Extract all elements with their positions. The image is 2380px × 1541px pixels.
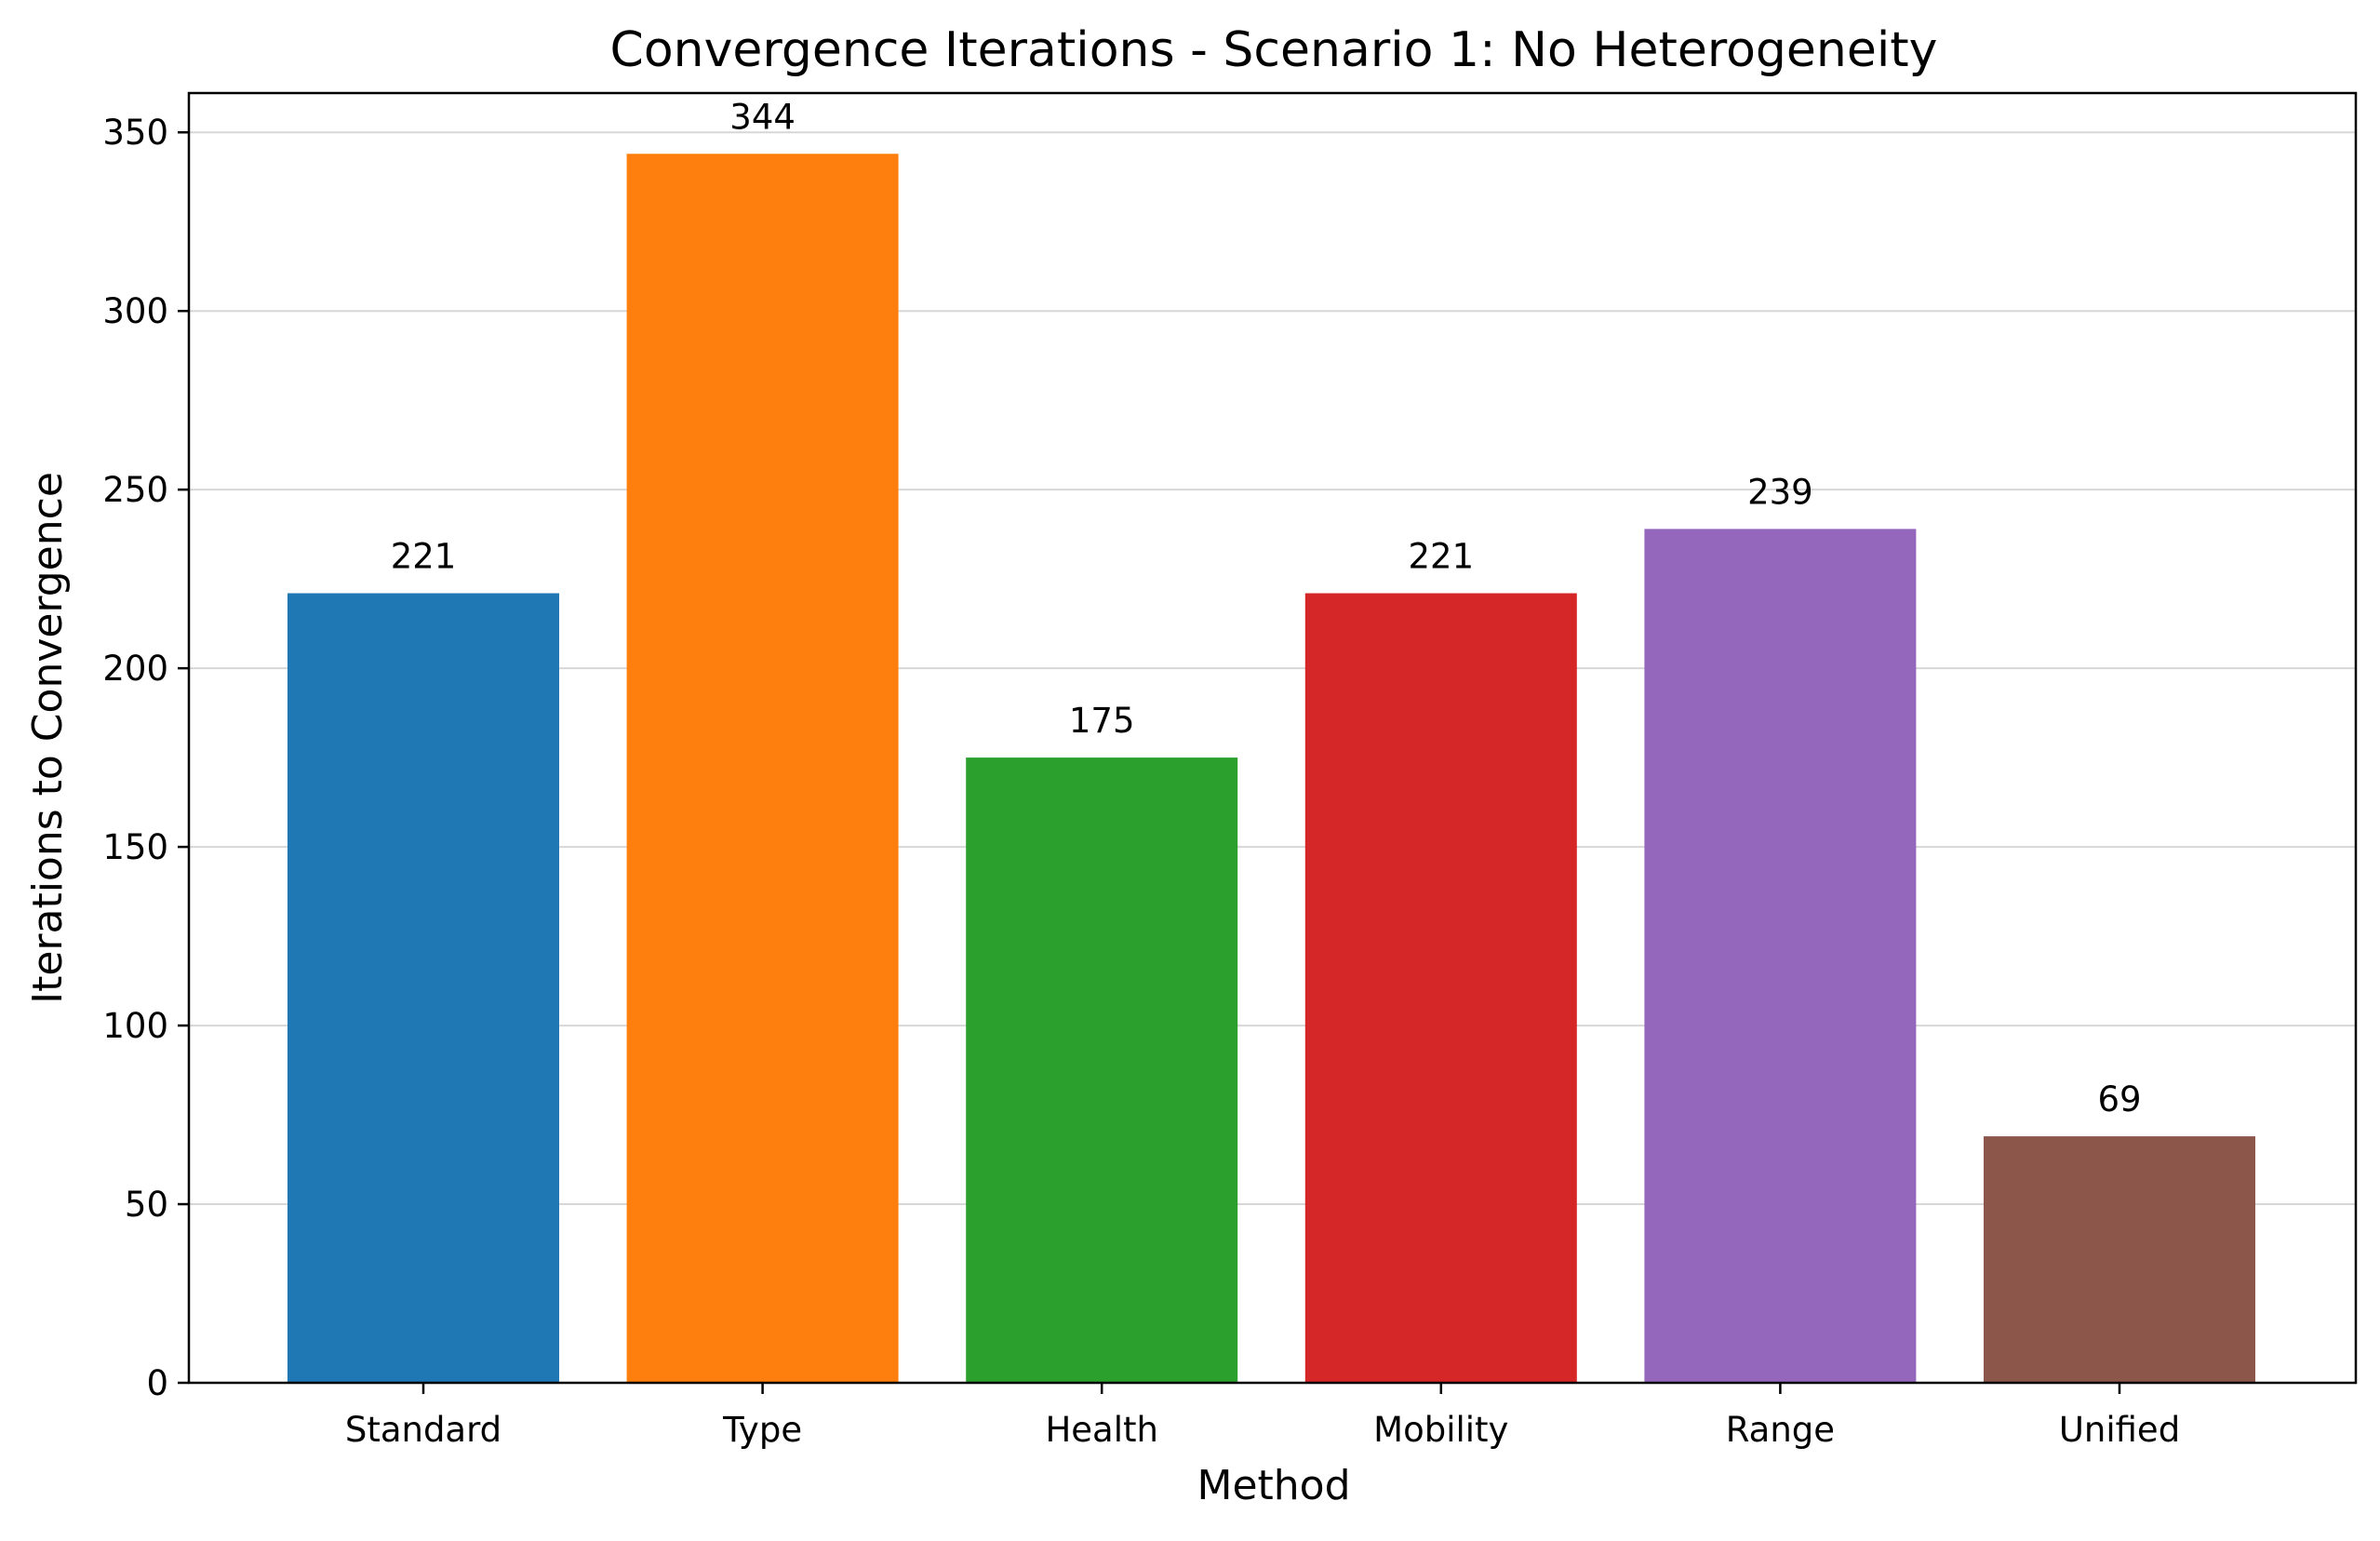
bar-value-label: 344 (729, 97, 796, 137)
y-tick-label: 0 (146, 1363, 168, 1403)
y-tick-label: 200 (102, 649, 168, 689)
x-axis-ticks: Standard Type Health Mobility Range Unified (345, 1383, 2180, 1450)
x-axis-label: Method (1197, 1462, 1350, 1509)
x-tick-label: Range (1726, 1410, 1835, 1450)
plot-frame (187, 91, 2358, 1385)
x-tick-label: Unified (2059, 1410, 2180, 1450)
bar-value-label: 239 (1747, 472, 1813, 512)
y-tick-label: 150 (102, 827, 168, 867)
bar-range (1644, 529, 1917, 1383)
bar-value-label: 221 (391, 537, 457, 577)
bar-type (626, 154, 899, 1384)
bar-value-labels: 221 344 175 221 239 69 (391, 97, 2142, 1119)
bar-value-label: 175 (1069, 701, 1135, 741)
y-tick-label: 50 (125, 1185, 168, 1225)
bar-standard (287, 593, 559, 1383)
bars (287, 154, 2255, 1384)
y-axis-ticks: 0 50 100 150 200 250 300 350 (102, 113, 189, 1403)
x-tick-label: Mobility (1373, 1410, 1508, 1450)
bar-health (966, 757, 1238, 1383)
x-tick-label: Standard (345, 1410, 501, 1450)
x-tick-label: Health (1045, 1410, 1158, 1450)
y-axis-label: Iterations to Convergence (24, 472, 72, 1004)
x-tick-label: Type (722, 1410, 802, 1450)
bar-mobility (1304, 593, 1577, 1383)
bar-value-label: 221 (1408, 537, 1474, 577)
y-tick-label: 250 (102, 470, 168, 510)
bar-unified (1984, 1136, 2255, 1383)
chart-title: Convergence Iterations - Scenario 1: No … (610, 22, 1938, 78)
y-tick-label: 100 (102, 1006, 168, 1046)
y-tick-label: 300 (102, 291, 168, 331)
bar-value-label: 69 (2097, 1079, 2141, 1119)
y-tick-label: 350 (102, 113, 168, 153)
